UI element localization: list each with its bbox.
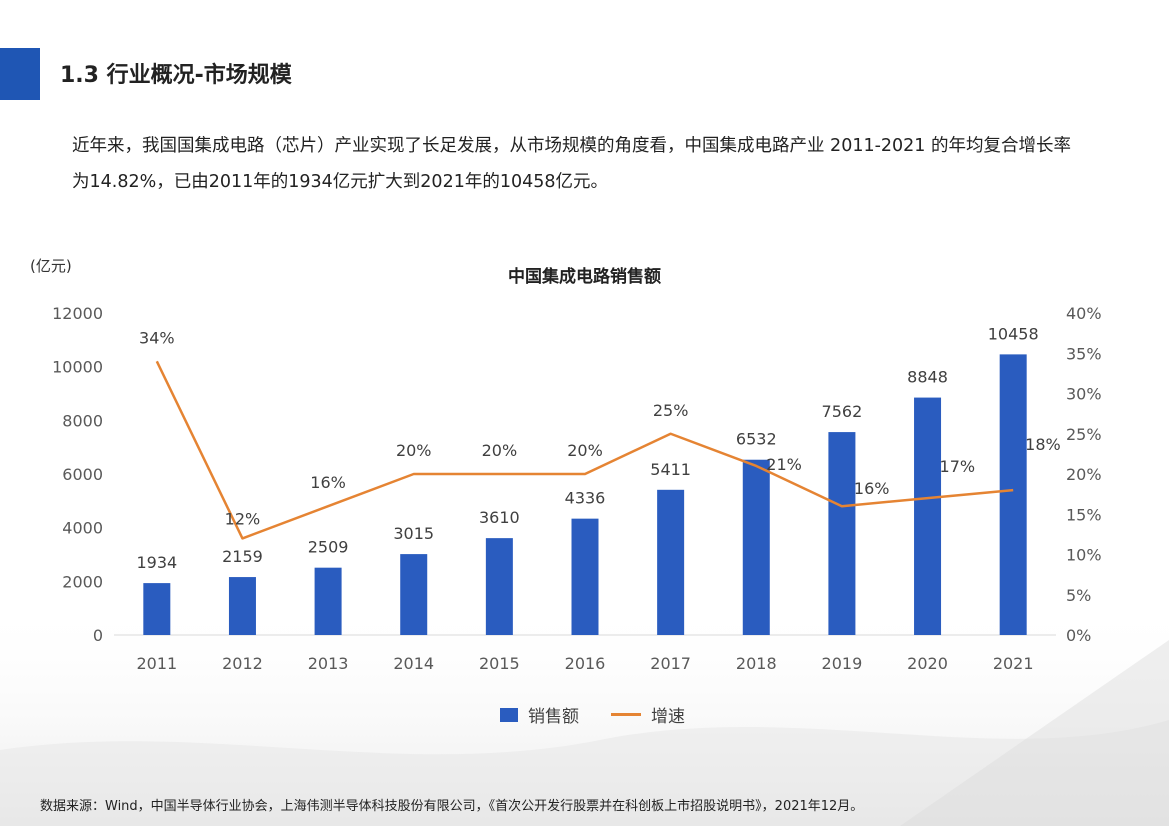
- legend-line-swatch: [611, 713, 641, 716]
- bar-data-label: 3610: [479, 508, 520, 527]
- line-data-label: 21%: [766, 455, 802, 474]
- x-tick-label: 2014: [393, 654, 434, 673]
- line-data-label: 16%: [854, 479, 890, 498]
- bar: [143, 583, 171, 635]
- line-data-label: 20%: [396, 441, 432, 460]
- bar: [999, 354, 1027, 635]
- x-tick-label: 2015: [479, 654, 520, 673]
- bar-data-label: 6532: [736, 430, 777, 449]
- y-tick-label: 0: [93, 626, 103, 645]
- line-data-label: 25%: [653, 401, 689, 420]
- growth-line: [155, 360, 1014, 540]
- bar: [571, 518, 599, 635]
- y-tick-label: 4000: [62, 519, 103, 538]
- bar-data-label: 1934: [136, 553, 177, 572]
- legend: 销售额 增速: [500, 702, 685, 727]
- bar-data-label: 8848: [907, 368, 948, 387]
- x-tick-label: 2017: [650, 654, 691, 673]
- y2-tick-label: 0%: [1066, 626, 1091, 645]
- bar-data-label: 7562: [822, 402, 863, 421]
- legend-bar-swatch: [500, 707, 518, 722]
- bar: [657, 489, 685, 635]
- line-series: 34% 12% 16% 20% 20% 20% 25% 21% 16% 17% 18%: [139, 328, 1061, 540]
- legend-bar-label: 销售额: [528, 707, 579, 727]
- bar: [228, 577, 256, 635]
- x-tick-label: 2016: [565, 654, 606, 673]
- line-data-label: 34%: [139, 328, 175, 347]
- x-tick-label: 2021: [993, 654, 1034, 673]
- y-tick-label: 2000: [62, 572, 103, 591]
- y2-tick-label: 40%: [1066, 304, 1102, 323]
- source-note: 数据来源：Wind，中国半导体行业协会，上海伟测半导体科技股份有限公司，《首次公…: [40, 799, 864, 814]
- y2-tick-label: 10%: [1066, 546, 1102, 565]
- chart-title: 中国集成电路销售额: [508, 267, 661, 287]
- y-tick-label: 10000: [52, 358, 103, 377]
- bar-data-label: 5411: [650, 460, 691, 479]
- x-tick-label: 2018: [736, 654, 777, 673]
- y2-tick-label: 25%: [1066, 425, 1102, 444]
- bar-data-label: 3015: [393, 524, 434, 543]
- y-tick-label: 8000: [62, 411, 103, 430]
- bar: [485, 538, 513, 635]
- x-tick-label: 2013: [308, 654, 349, 673]
- line-data-label: 16%: [310, 473, 346, 492]
- bar: [314, 567, 342, 635]
- y2-tick-label: 30%: [1066, 385, 1102, 404]
- x-tick-label: 2020: [907, 654, 948, 673]
- bar-data-label: 4336: [565, 489, 606, 508]
- bar: [914, 397, 942, 635]
- line-data-label: 20%: [482, 441, 518, 460]
- x-tick-label: 2011: [136, 654, 177, 673]
- intro-paragraph: 近年来，我国国集成电路（芯片）产业实现了长足发展，从市场规模的角度看，中国集成电…: [72, 136, 1072, 192]
- y-tick-label: 12000: [52, 304, 103, 323]
- y2-tick-label: 35%: [1066, 344, 1102, 363]
- line-data-label: 20%: [567, 441, 603, 460]
- x-axis: 2011 2012 2013 2014 2015 2016 2017 2018 2019 2020…: [136, 654, 1033, 673]
- bar: [742, 459, 770, 635]
- bar-data-label: 10458: [988, 324, 1039, 343]
- bar-data-label: 2509: [308, 538, 349, 557]
- y2-tick-label: 5%: [1066, 586, 1091, 605]
- bar-series: 1934 2159 2509 3015 3610 4336 5411 6532 7562 8848…: [136, 324, 1039, 635]
- y-axis-unit-label: (亿元): [30, 257, 72, 275]
- legend-line-label: 增速: [651, 707, 685, 727]
- bar: [828, 432, 856, 635]
- title-accent-bar: [0, 48, 40, 100]
- line-data-label: 12%: [225, 509, 261, 528]
- x-tick-label: 2012: [222, 654, 263, 673]
- bar: [400, 554, 428, 635]
- y2-tick-label: 15%: [1066, 505, 1102, 524]
- background-wave-decoration: [0, 600, 1169, 826]
- chart-canvas: 0 2000 4000 6000 8000 10000 12000 0% 5% 10% 15% 20…: [52, 304, 1102, 673]
- y-axis-right: 0% 5% 10% 15% 20% 25% 30% 35% 40%: [1066, 304, 1102, 645]
- line-data-label: 17%: [940, 457, 976, 476]
- y-axis-left: 0 2000 4000 6000 8000 10000 12000: [52, 304, 103, 645]
- y-tick-label: 6000: [62, 465, 103, 484]
- bar-data-label: 2159: [222, 547, 263, 566]
- page-title: 1.3 行业概况-市场规模: [60, 63, 292, 88]
- x-tick-label: 2019: [822, 654, 863, 673]
- line-data-label: 18%: [1025, 435, 1061, 454]
- y2-tick-label: 20%: [1066, 465, 1102, 484]
